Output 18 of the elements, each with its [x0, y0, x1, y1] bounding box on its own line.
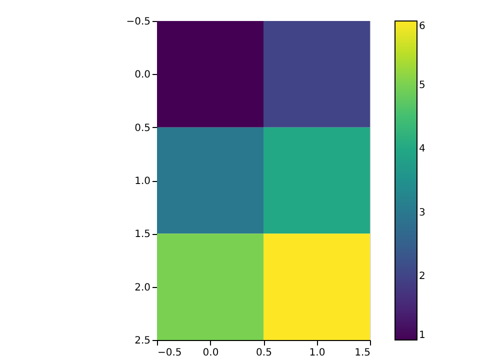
y-tick-label: 2.5: [134, 336, 150, 346]
x-tick-label: 1.5: [354, 348, 370, 358]
y-tick-label: −0.5: [126, 16, 150, 28]
x-tick-label: 0.5: [256, 348, 272, 358]
y-tick-label: 1.5: [134, 229, 150, 240]
color-bar-label: 5: [419, 80, 426, 91]
x-tick-label: −0.5: [158, 348, 182, 358]
color-bar-label: 3: [419, 207, 426, 218]
color-bar-label: 6: [419, 21, 426, 32]
color-bar-label: 1: [419, 330, 426, 341]
color-bar-label: 2: [419, 271, 426, 282]
x-tick-label: 0.0: [202, 348, 219, 358]
y-tick-label: 2.0: [134, 282, 150, 294]
y-tick-label: 0.5: [134, 122, 150, 134]
y-tick-label: 1.0: [134, 176, 150, 187]
y-tick-label: 0.0: [134, 70, 150, 81]
x-tick-label: 1.0: [309, 348, 326, 358]
color-bar-label: 4: [419, 144, 426, 155]
